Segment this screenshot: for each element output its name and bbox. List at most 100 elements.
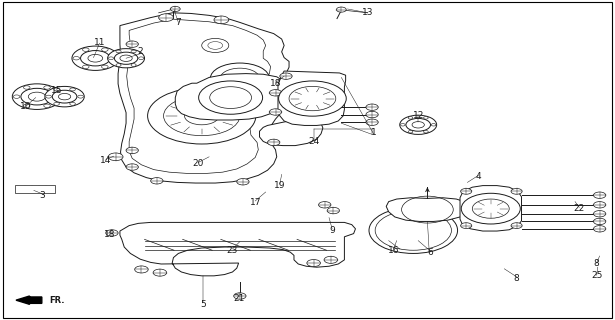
Circle shape: [412, 122, 424, 128]
Text: 4: 4: [475, 172, 482, 181]
Text: 18: 18: [270, 79, 281, 88]
Circle shape: [327, 207, 339, 214]
Text: 10: 10: [20, 102, 31, 111]
Circle shape: [44, 86, 50, 89]
Circle shape: [88, 54, 103, 62]
Circle shape: [28, 92, 46, 101]
Text: 15: 15: [51, 86, 62, 95]
Text: 23: 23: [227, 246, 238, 255]
Circle shape: [148, 88, 256, 144]
Text: 25: 25: [591, 271, 602, 280]
Text: 14: 14: [100, 156, 111, 165]
Circle shape: [307, 260, 320, 267]
FancyArrow shape: [16, 296, 42, 304]
Text: 7: 7: [175, 18, 181, 27]
Circle shape: [23, 104, 30, 108]
Circle shape: [126, 147, 138, 154]
Circle shape: [111, 57, 117, 60]
Circle shape: [58, 93, 71, 100]
Circle shape: [101, 48, 108, 51]
Text: FR.: FR.: [49, 296, 65, 305]
Circle shape: [593, 211, 606, 217]
Circle shape: [366, 104, 378, 110]
Circle shape: [237, 179, 249, 185]
Circle shape: [164, 96, 240, 136]
Circle shape: [234, 293, 246, 299]
Circle shape: [108, 57, 114, 60]
Circle shape: [431, 124, 436, 126]
Circle shape: [72, 46, 119, 70]
Circle shape: [82, 65, 89, 68]
Circle shape: [400, 124, 405, 126]
Circle shape: [511, 188, 522, 194]
Circle shape: [126, 164, 138, 170]
FancyBboxPatch shape: [15, 185, 55, 193]
Circle shape: [400, 115, 437, 134]
Circle shape: [44, 104, 50, 108]
Text: 2: 2: [137, 47, 143, 56]
Circle shape: [268, 139, 280, 146]
Text: 16: 16: [388, 246, 399, 255]
Circle shape: [151, 178, 163, 184]
Circle shape: [220, 68, 260, 89]
Text: 13: 13: [362, 8, 373, 17]
Circle shape: [106, 230, 118, 236]
Circle shape: [116, 50, 121, 53]
Circle shape: [232, 75, 247, 82]
Text: 20: 20: [192, 159, 204, 168]
Circle shape: [69, 88, 76, 91]
Circle shape: [210, 87, 252, 108]
Circle shape: [131, 50, 136, 53]
Circle shape: [210, 63, 269, 94]
Circle shape: [135, 266, 148, 273]
Circle shape: [45, 86, 84, 107]
Text: 3: 3: [39, 191, 45, 200]
Circle shape: [12, 84, 62, 109]
Polygon shape: [278, 71, 346, 125]
Circle shape: [461, 193, 520, 224]
Circle shape: [511, 223, 522, 228]
Circle shape: [279, 81, 346, 116]
Circle shape: [21, 88, 53, 105]
Circle shape: [131, 64, 136, 66]
Text: 5: 5: [200, 300, 206, 309]
Text: 18: 18: [104, 230, 115, 239]
Circle shape: [593, 226, 606, 232]
Circle shape: [336, 7, 346, 12]
Circle shape: [116, 64, 121, 66]
Circle shape: [319, 202, 331, 208]
Circle shape: [108, 153, 123, 161]
Text: 11: 11: [94, 38, 105, 47]
Circle shape: [114, 52, 138, 64]
Circle shape: [120, 55, 132, 61]
Circle shape: [424, 117, 428, 119]
Circle shape: [366, 111, 378, 118]
Circle shape: [199, 81, 263, 114]
Circle shape: [54, 88, 60, 91]
Circle shape: [153, 269, 167, 276]
Circle shape: [138, 57, 144, 60]
Circle shape: [472, 199, 509, 218]
Circle shape: [54, 95, 60, 98]
Text: 19: 19: [274, 181, 285, 190]
Circle shape: [406, 118, 430, 131]
Circle shape: [82, 48, 89, 51]
Text: 1: 1: [371, 128, 377, 137]
Circle shape: [208, 42, 223, 49]
Polygon shape: [386, 198, 469, 221]
Circle shape: [159, 14, 173, 21]
Text: 17: 17: [250, 198, 261, 207]
Circle shape: [214, 16, 229, 24]
Text: 8: 8: [514, 274, 520, 283]
Circle shape: [184, 107, 219, 125]
Circle shape: [408, 131, 413, 133]
Circle shape: [14, 95, 20, 98]
Polygon shape: [260, 119, 323, 146]
Text: 8: 8: [593, 260, 600, 268]
Circle shape: [69, 102, 76, 105]
Circle shape: [461, 188, 472, 194]
Circle shape: [269, 109, 282, 115]
Circle shape: [366, 119, 378, 125]
Circle shape: [126, 41, 138, 47]
Circle shape: [52, 90, 77, 103]
